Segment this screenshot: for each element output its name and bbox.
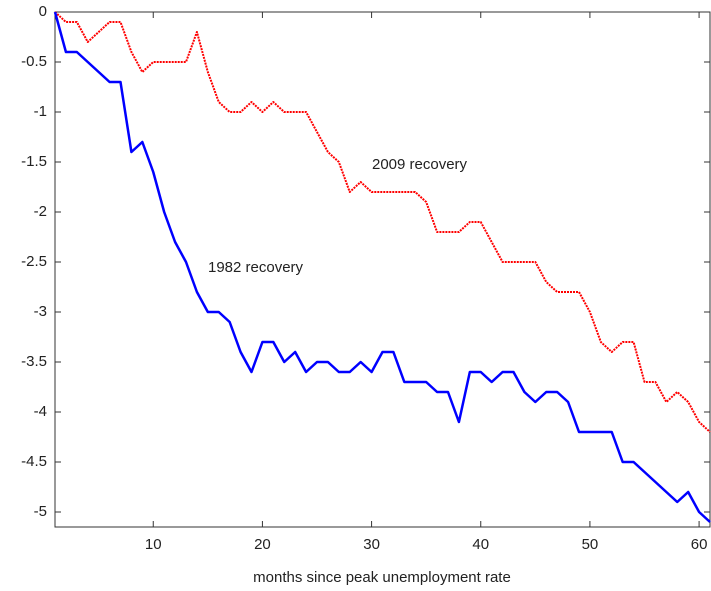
y-tick-label: -1	[34, 103, 47, 120]
y-tick-label: -3.5	[21, 353, 47, 370]
y-tick-label: -4.5	[21, 453, 47, 470]
x-tick-label: 30	[363, 536, 380, 553]
x-tick-label: 20	[254, 536, 271, 553]
series-line	[53, 11, 711, 523]
x-tick-label: 50	[582, 536, 599, 553]
series-line	[54, 11, 711, 433]
y-tick-label: 0	[39, 3, 47, 20]
y-tick-label: -3	[34, 303, 47, 320]
y-tick-label: -0.5	[21, 53, 47, 70]
y-tick-label: -5	[34, 503, 47, 520]
y-tick-label: -2.5	[21, 253, 47, 270]
x-tick-label: 60	[691, 536, 708, 553]
plot-frame	[54, 11, 711, 528]
y-tick-label: -4	[34, 403, 47, 420]
y-tick-label: -1.5	[21, 153, 47, 170]
y-tick-label: -2	[34, 203, 47, 220]
series-label: 2009 recovery	[372, 156, 468, 173]
x-axis-label: months since peak unemployment rate	[253, 569, 511, 586]
x-tick-label: 40	[472, 536, 489, 553]
series-label: 1982 recovery	[208, 259, 304, 276]
x-tick-label: 10	[145, 536, 162, 553]
